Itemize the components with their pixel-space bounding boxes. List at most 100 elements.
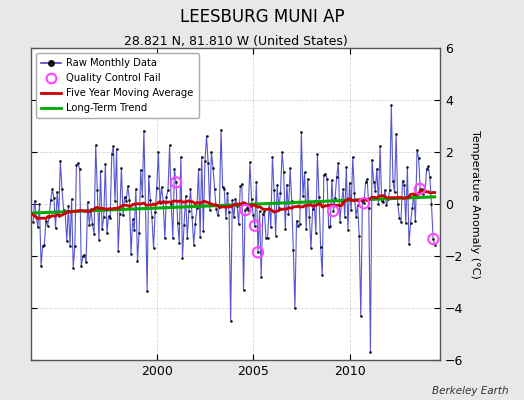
Point: [265, 200, 274, 206]
Point: [350, 190, 358, 196]
Point: [80, 252, 89, 258]
Point: [255, 208, 264, 214]
Point: [175, 240, 183, 246]
Point: [407, 219, 415, 226]
Point: [405, 241, 413, 247]
Point: [347, 207, 355, 214]
Point: [61, 210, 69, 216]
Point: [422, 166, 431, 172]
Point: [141, 205, 150, 211]
Point: [316, 244, 325, 250]
Point: [207, 148, 215, 155]
Point: [329, 208, 337, 214]
Point: [270, 187, 278, 194]
Point: [313, 151, 322, 158]
Point: [360, 200, 368, 206]
Point: [326, 223, 334, 230]
Point: [310, 198, 319, 204]
Point: [297, 129, 305, 135]
Point: [173, 220, 182, 226]
Point: [279, 168, 288, 175]
Point: [228, 197, 236, 203]
Point: [116, 211, 124, 217]
Point: [318, 272, 326, 278]
Point: [431, 242, 439, 248]
Point: [252, 179, 260, 185]
Point: [408, 205, 417, 211]
Point: [345, 180, 354, 186]
Point: [43, 223, 52, 229]
Point: [45, 214, 53, 220]
Point: [135, 230, 143, 236]
Point: [51, 225, 60, 232]
Point: [348, 154, 357, 160]
Point: [68, 196, 76, 202]
Point: [355, 233, 363, 239]
Point: [157, 184, 166, 190]
Point: [214, 212, 222, 219]
Point: [75, 166, 84, 173]
Point: [411, 218, 420, 224]
Point: [429, 236, 438, 242]
Point: [148, 214, 156, 221]
Point: [366, 349, 375, 356]
Point: [32, 213, 40, 220]
Point: [292, 218, 301, 224]
Point: [121, 194, 129, 200]
Point: [386, 187, 394, 193]
Point: [170, 166, 179, 172]
Point: [40, 242, 49, 248]
Point: [201, 157, 209, 164]
Point: [74, 160, 82, 166]
Point: [149, 245, 158, 251]
Point: [66, 242, 74, 249]
Point: [83, 199, 92, 206]
Point: [217, 126, 225, 133]
Point: [64, 203, 73, 210]
Point: [136, 167, 145, 173]
Point: [62, 238, 71, 244]
Point: [403, 164, 411, 170]
Point: [425, 174, 434, 181]
Point: [294, 222, 302, 229]
Point: [303, 176, 312, 182]
Legend: Raw Monthly Data, Quality Control Fail, Five Year Moving Average, Long-Term Tren: Raw Monthly Data, Quality Control Fail, …: [37, 53, 199, 118]
Point: [138, 192, 147, 199]
Point: [421, 188, 429, 194]
Point: [273, 182, 281, 188]
Point: [112, 146, 121, 152]
Point: [357, 313, 365, 319]
Point: [222, 215, 230, 221]
Point: [106, 215, 114, 221]
Point: [414, 155, 423, 161]
Point: [56, 158, 64, 164]
Point: [305, 213, 313, 220]
Point: [249, 212, 257, 218]
Point: [53, 189, 61, 195]
Point: [323, 175, 331, 182]
Point: [177, 154, 185, 160]
Point: [204, 160, 212, 166]
Point: [384, 196, 392, 202]
Point: [178, 255, 187, 261]
Point: [190, 241, 198, 248]
Point: [267, 224, 275, 231]
Point: [154, 149, 162, 155]
Point: [211, 185, 219, 192]
Point: [230, 214, 238, 221]
Point: [336, 219, 344, 225]
Point: [212, 206, 221, 212]
Point: [238, 181, 246, 188]
Point: [34, 224, 42, 230]
Point: [241, 207, 249, 213]
Point: [72, 162, 81, 168]
Point: [187, 186, 195, 192]
Point: [365, 205, 373, 212]
Point: [344, 227, 352, 233]
Point: [381, 187, 389, 193]
Point: [262, 235, 270, 241]
Point: [172, 179, 180, 186]
Point: [130, 227, 138, 233]
Point: [180, 222, 188, 228]
Point: [127, 250, 135, 257]
